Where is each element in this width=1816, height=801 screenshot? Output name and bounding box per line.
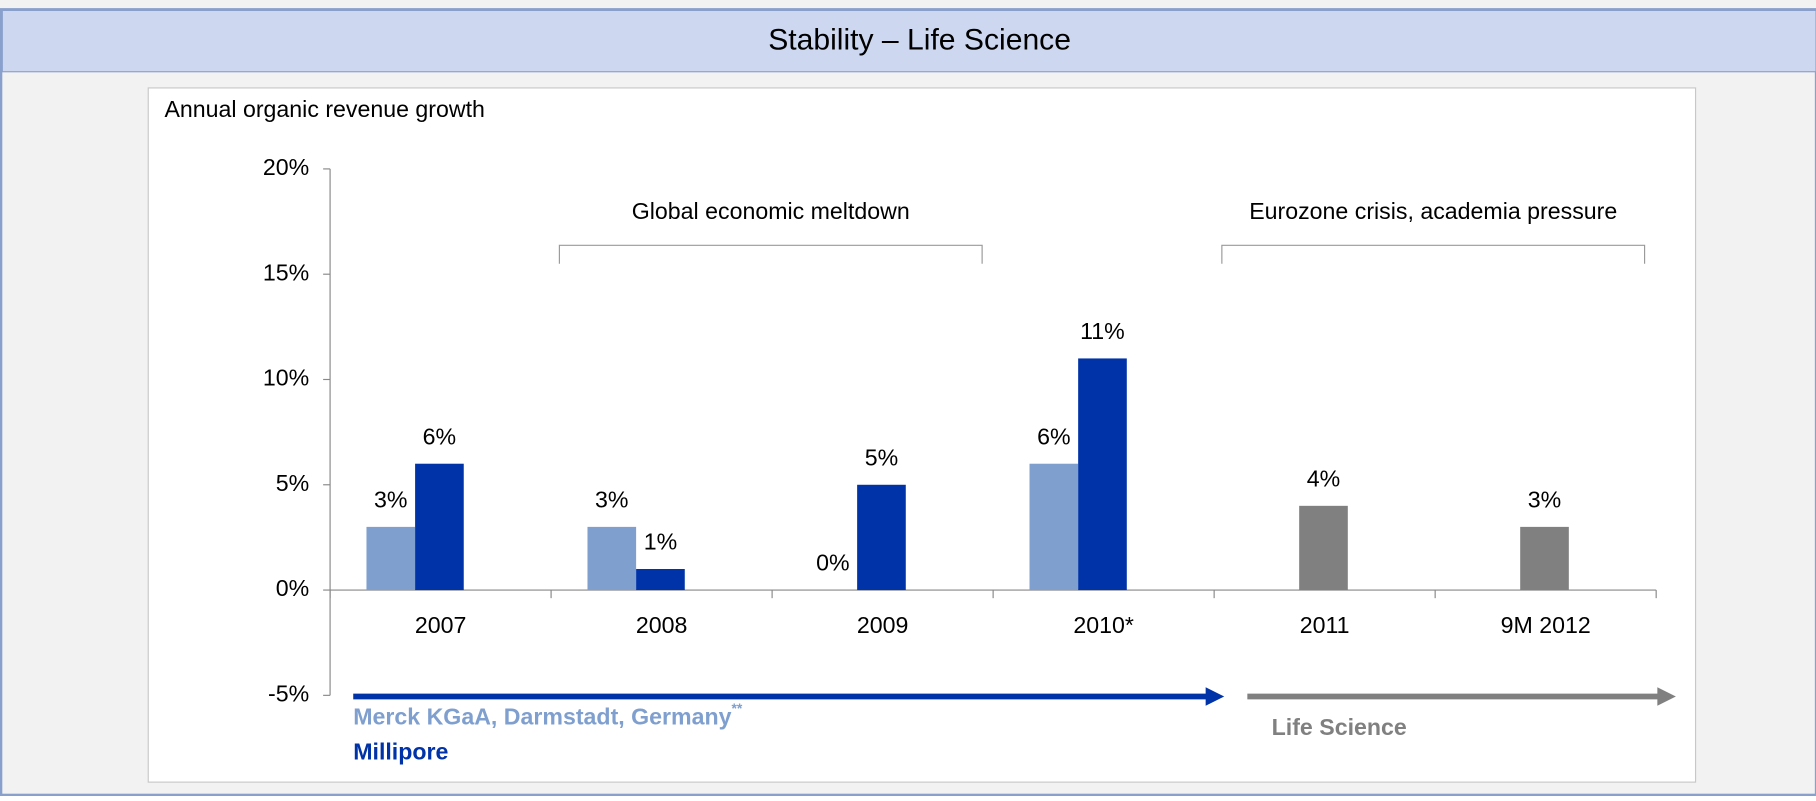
bracket [558, 244, 983, 264]
bar [1078, 358, 1127, 591]
y-axis-label: Annual organic revenue growth [164, 96, 484, 122]
legend-label: Merck KGaA, Darmstadt, Germany** [353, 700, 743, 730]
data-label: 3% [374, 487, 407, 513]
arrow-head [1657, 687, 1676, 706]
data-label: 11% [1080, 318, 1125, 344]
data-label: 0% [816, 550, 849, 576]
bar [366, 526, 416, 591]
header-title: Stability – Life Science [768, 24, 1071, 57]
data-label: 5% [865, 444, 898, 470]
bar [587, 526, 637, 591]
bar [1029, 463, 1079, 591]
legend-note: ** [732, 700, 743, 716]
bar [857, 484, 906, 591]
y-tick-label: 20% [263, 154, 309, 180]
y-tick-label: 5% [276, 470, 309, 496]
x-tick-label: 2010* [1073, 612, 1134, 638]
bracket [1221, 244, 1646, 264]
x-tick-label: 2007 [415, 612, 467, 638]
y-tick-label: -5% [268, 680, 309, 706]
header-band [1, 9, 1816, 73]
legend-label: Millipore [353, 738, 448, 764]
y-tick-label: 15% [263, 259, 309, 285]
legend-name: Merck KGaA, Darmstadt, Germany [353, 704, 731, 730]
bar [636, 569, 685, 591]
data-label: 4% [1307, 465, 1340, 491]
x-tick-label: 2008 [636, 612, 688, 638]
annotation: Global economic meltdown [632, 198, 910, 224]
y-tick-label: 10% [263, 365, 309, 391]
data-label: 1% [644, 529, 677, 555]
bar [1520, 526, 1569, 591]
legend-label: Life Science [1272, 714, 1407, 740]
bar [1299, 505, 1348, 591]
x-tick-label: 2011 [1300, 612, 1350, 638]
y-tick-label: 0% [276, 575, 309, 601]
chart-panel [147, 87, 1697, 783]
x-tick-label: 2009 [857, 612, 909, 638]
x-tick-label: 9M 2012 [1501, 612, 1591, 638]
arrow-head [1205, 687, 1225, 706]
bar [415, 463, 464, 591]
data-label: 6% [1037, 423, 1070, 449]
annotation: Eurozone crisis, academia pressure [1249, 198, 1617, 224]
data-label: 3% [595, 487, 628, 513]
data-label: 6% [423, 423, 456, 449]
data-label: 3% [1528, 487, 1561, 513]
